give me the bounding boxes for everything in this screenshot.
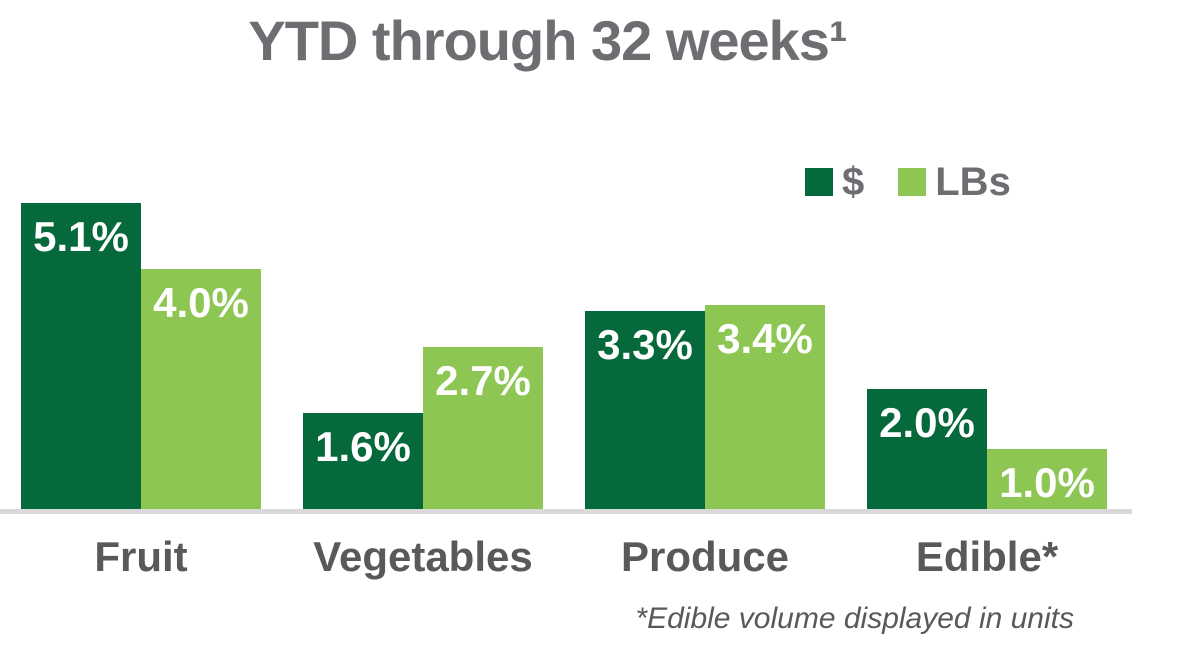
bar-value-label: 3.3% — [597, 321, 693, 368]
bar-group-4: 2.0% 1.0% — [867, 389, 1107, 509]
bar-series1-cat4: 2.0% — [867, 389, 987, 509]
category-label-4: Edible* — [915, 533, 1059, 580]
category-row: Fruit Vegetables Produce Edible* — [21, 536, 1107, 578]
x-axis-line — [0, 509, 1132, 514]
bar-series1-cat1: 5.1% — [21, 203, 141, 509]
bar-value-label: 4.0% — [153, 279, 249, 326]
category-label-3: Produce — [620, 533, 790, 580]
bar-group-2: 1.6% 2.7% — [303, 347, 543, 509]
legend-swatch-lbs-icon — [898, 168, 927, 196]
bar-series2-cat4: 1.0% — [987, 449, 1107, 509]
legend-swatch-dollars-icon — [805, 168, 833, 196]
category-label-1: Fruit — [94, 533, 188, 580]
footnote: *Edible volume displayed in units — [635, 602, 1074, 635]
bar-series1-cat3: 3.3% — [585, 311, 705, 509]
legend-item-dollars: $ — [805, 162, 864, 202]
bar-series2-cat2: 2.7% — [423, 347, 543, 509]
bar-value-label: 2.0% — [879, 399, 975, 446]
bar-value-label: 1.6% — [315, 423, 411, 470]
legend-label-lbs: LBs — [935, 160, 1011, 204]
bar-value-label: 2.7% — [435, 357, 531, 404]
bars-row: 5.1% 4.0% 1.6% 2.7% 3.3% 3.4% 2.0% 1.0% — [21, 203, 1107, 509]
bar-series1-cat2: 1.6% — [303, 413, 423, 509]
legend-label-dollars: $ — [842, 160, 865, 204]
bar-value-label: 1.0% — [999, 459, 1095, 506]
bar-group-3: 3.3% 3.4% — [585, 305, 825, 509]
legend: $ LBs — [805, 162, 1011, 202]
bar-series2-cat1: 4.0% — [141, 269, 261, 509]
legend-item-lbs: LBs — [898, 162, 1011, 202]
bar-series2-cat3: 3.4% — [705, 305, 825, 509]
chart-title: YTD through 32 weeks¹ — [248, 9, 847, 72]
category-label-2: Vegetables — [313, 533, 533, 580]
bar-value-label: 3.4% — [717, 315, 813, 362]
bar-group-1: 5.1% 4.0% — [21, 203, 261, 509]
bar-value-label: 5.1% — [33, 213, 129, 260]
